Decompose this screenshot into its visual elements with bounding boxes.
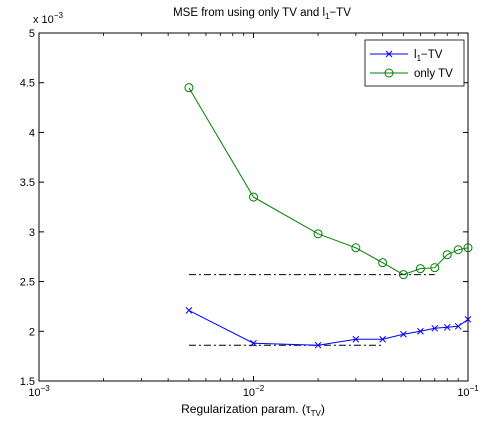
chart-title-main: MSE from using only TV and l	[173, 7, 325, 19]
x-tick-label-exponent: −3	[41, 384, 51, 393]
series-l1-tv-point	[400, 330, 407, 338]
series-l1-tv-point	[379, 335, 386, 343]
series-l1-tv-point	[314, 341, 322, 349]
y-axis-multiplier: x 10−3	[33, 11, 63, 26]
x-tick-label-base: 10	[457, 387, 469, 399]
y-tick-label: 3	[29, 227, 35, 239]
y-tick-label: 1.5	[20, 376, 35, 388]
legend-box	[364, 39, 465, 87]
x-axis-label-subscript: TV	[311, 409, 322, 418]
series-l1-tv-point	[250, 339, 257, 347]
x-axis-label-suffix: )	[321, 402, 325, 416]
y-axis-multiplier-base: x 10	[33, 14, 54, 26]
legend-l1-tv-marker-shape	[385, 50, 393, 58]
series-l1-tv-point	[443, 323, 451, 331]
series-only-tv-point	[398, 270, 408, 280]
y-tick-label: 2	[29, 326, 35, 338]
legend-l1-tv-label-suffix: −TV	[421, 49, 443, 61]
series-only-tv-point	[415, 264, 425, 274]
series-l1-tv-point	[454, 322, 462, 330]
chart-title: MSE from using only TV and l1−TV	[173, 7, 351, 21]
x-tick-label-base: 10	[243, 387, 255, 399]
y-tick-label: 2.5	[20, 277, 35, 289]
series-only-tv-point	[184, 83, 194, 93]
series-only-tv-point	[249, 192, 258, 202]
x-tick-label-exponent: −2	[255, 384, 265, 393]
reference-lines	[188, 274, 435, 346]
chart-title-suffix: −TV	[329, 7, 351, 19]
legend-only-tv-marker-shape	[384, 68, 394, 78]
y-tick-label: 4	[29, 127, 35, 139]
series-only-tv-point	[463, 243, 473, 253]
x-tick-label-exponent: −1	[470, 384, 480, 393]
series-only-tv-point	[430, 263, 440, 273]
legend: l1−TV only TV	[364, 39, 465, 87]
series-l1-tv-point	[185, 307, 193, 314]
series-l1-tv-point	[431, 324, 439, 332]
x-axis-label-main: Regularization param. (τ	[181, 402, 311, 416]
legend-l1-tv-label: l1−TV	[414, 49, 443, 63]
legend-l1-tv-marker	[385, 50, 393, 58]
series-only-tv-point	[378, 258, 388, 268]
legend-only-tv-label: only TV	[414, 68, 453, 80]
x-tick-label: 10−2	[243, 384, 265, 399]
x-tick-label: 10−3	[28, 384, 50, 399]
legend-only-tv-marker	[384, 68, 394, 78]
x-tick-label: 10−1	[457, 384, 479, 399]
series-only-tv-point	[442, 250, 452, 260]
series-only-tv-point	[453, 245, 463, 255]
y-tick-label: 3.5	[20, 177, 35, 189]
legend-l1-tv-label-main: l	[414, 49, 417, 61]
data-series	[184, 83, 473, 349]
y-tick-label: 5	[29, 28, 35, 40]
series-l1-tv-point	[352, 335, 360, 343]
y-tick-label: 4.5	[20, 78, 35, 90]
x-axis-label: Regularization param. (τTV)	[181, 402, 325, 418]
series-l1-tv-point	[417, 327, 424, 335]
chart-title-subscript: 1	[325, 12, 330, 21]
y-axis-multiplier-exponent: −3	[54, 11, 64, 20]
plot-area	[38, 32, 469, 382]
series-l1-tv-point	[464, 316, 472, 323]
x-tick-label-base: 10	[28, 387, 40, 399]
legend-l1-tv-label-subscript: 1	[417, 54, 422, 63]
series-only-tv-point	[313, 229, 323, 239]
series-only-tv-point	[351, 243, 361, 253]
